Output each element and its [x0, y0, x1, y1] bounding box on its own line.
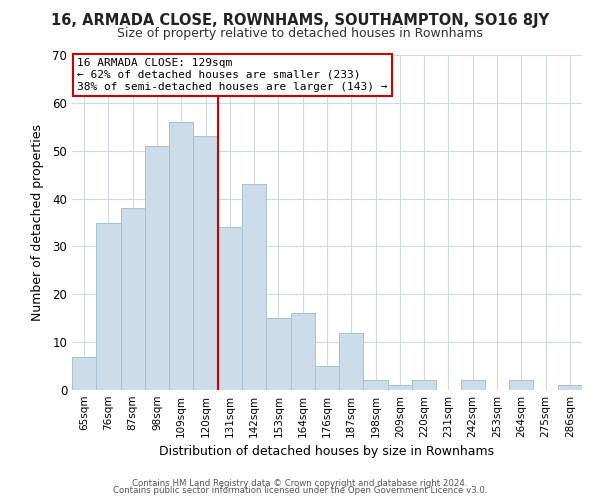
Bar: [121, 208, 145, 390]
Bar: [96, 222, 121, 390]
Text: Contains public sector information licensed under the Open Government Licence v3: Contains public sector information licen…: [113, 486, 487, 495]
Text: Size of property relative to detached houses in Rownhams: Size of property relative to detached ho…: [117, 28, 483, 40]
Bar: [558, 385, 582, 390]
Bar: [388, 385, 412, 390]
Bar: [145, 146, 169, 390]
Bar: [193, 136, 218, 390]
Bar: [169, 122, 193, 390]
Bar: [266, 318, 290, 390]
Text: 16, ARMADA CLOSE, ROWNHAMS, SOUTHAMPTON, SO16 8JY: 16, ARMADA CLOSE, ROWNHAMS, SOUTHAMPTON,…: [51, 12, 549, 28]
Bar: [364, 380, 388, 390]
Text: 16 ARMADA CLOSE: 129sqm
← 62% of detached houses are smaller (233)
38% of semi-d: 16 ARMADA CLOSE: 129sqm ← 62% of detache…: [77, 58, 388, 92]
Bar: [290, 314, 315, 390]
Bar: [218, 228, 242, 390]
Bar: [461, 380, 485, 390]
Bar: [509, 380, 533, 390]
Bar: [412, 380, 436, 390]
Bar: [72, 356, 96, 390]
Y-axis label: Number of detached properties: Number of detached properties: [31, 124, 44, 321]
Text: Contains HM Land Registry data © Crown copyright and database right 2024.: Contains HM Land Registry data © Crown c…: [132, 478, 468, 488]
Bar: [339, 332, 364, 390]
Bar: [315, 366, 339, 390]
X-axis label: Distribution of detached houses by size in Rownhams: Distribution of detached houses by size …: [160, 446, 494, 458]
Bar: [242, 184, 266, 390]
